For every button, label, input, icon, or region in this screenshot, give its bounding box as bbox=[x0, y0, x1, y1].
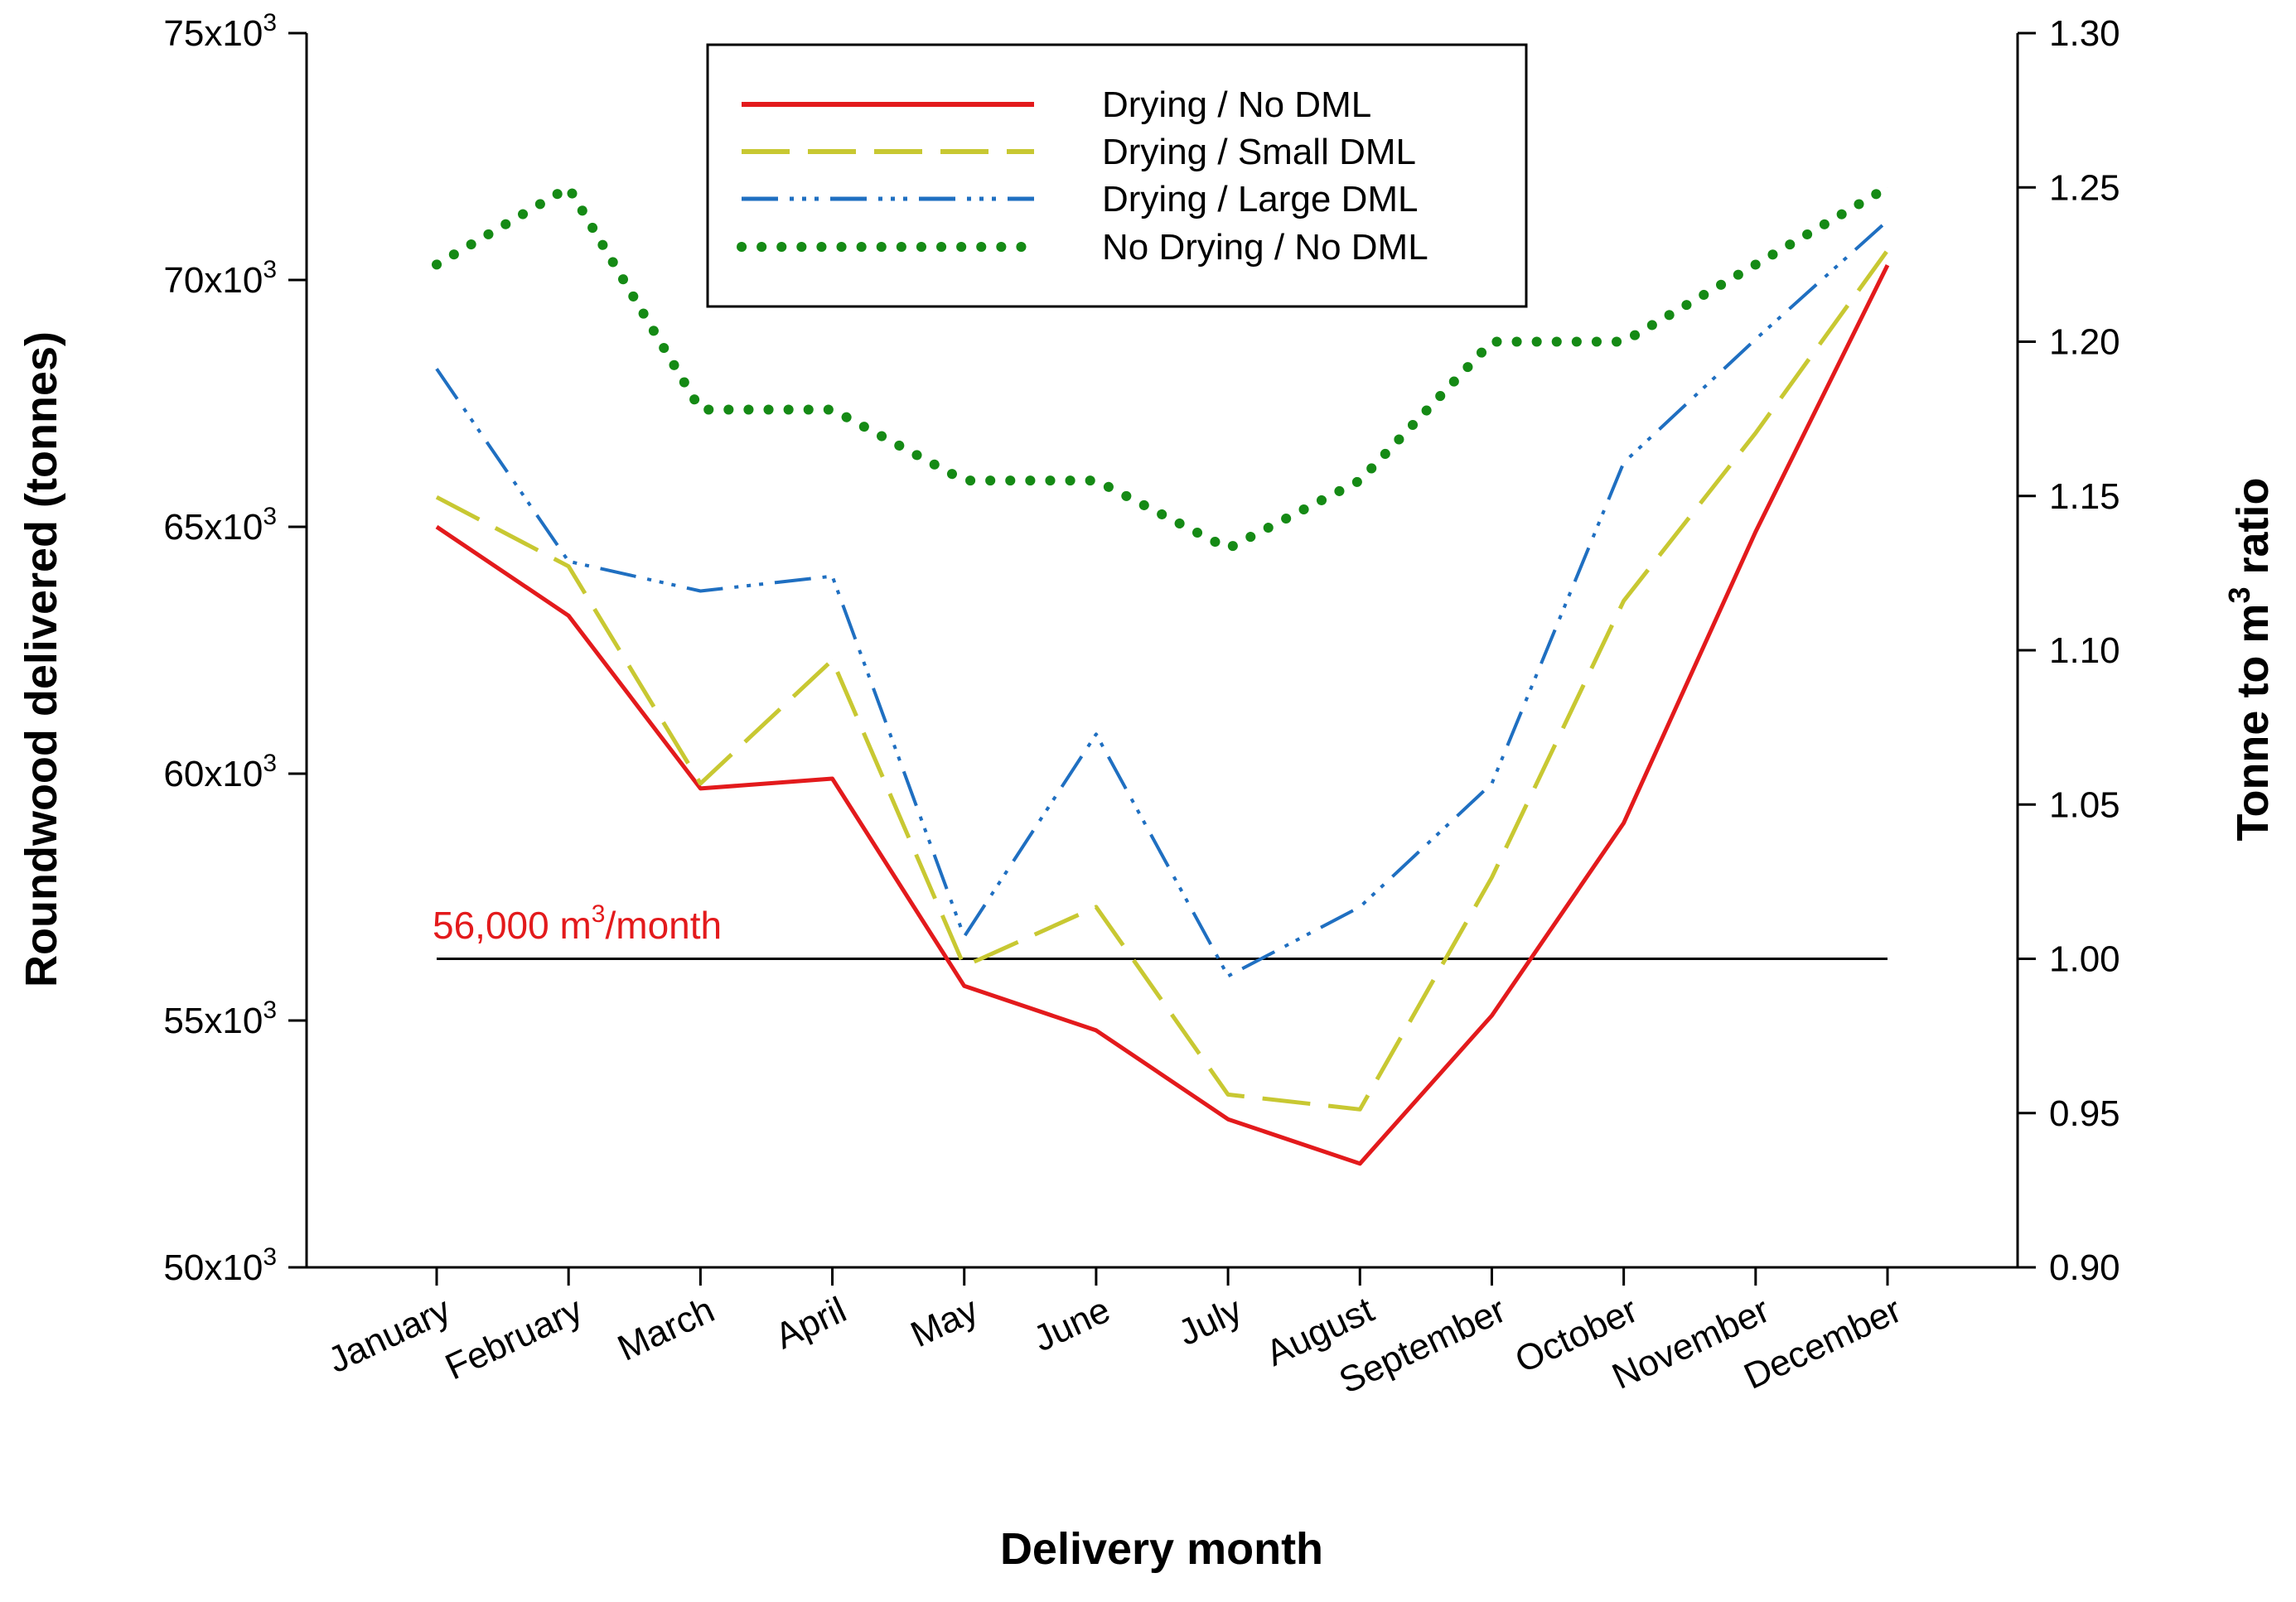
y2-tick-label-4: 1.10 bbox=[2049, 630, 2120, 671]
series-line-drying-small-dml bbox=[435, 249, 1890, 1112]
y-tick-label-4: 55x103 bbox=[163, 996, 277, 1041]
reference-line-annotation: 56,000 m3/month bbox=[433, 900, 722, 947]
series-line-drying-no-dml bbox=[435, 263, 1890, 1166]
y2-tick-label-6: 1.00 bbox=[2049, 939, 2120, 980]
y2-tick-label-5: 1.05 bbox=[2049, 784, 2120, 825]
legend-label-drying-large-dml: Drying / Large DML bbox=[1102, 179, 1418, 220]
y2-axis-title: Tonne to m3 ratio bbox=[2222, 477, 2278, 841]
y-tick-label-1: 70x103 bbox=[163, 256, 277, 301]
y-axis-title: Roundwood delivered (tonnes) bbox=[17, 331, 66, 987]
x-tick-label-april: April bbox=[769, 1290, 852, 1358]
legend: Drying / No DML Drying / Small DML Dryin… bbox=[706, 43, 1528, 308]
series-line-drying-large-dml bbox=[435, 220, 1889, 978]
x-tick-label-june: June bbox=[1027, 1290, 1116, 1360]
legend-label-drying-small-dml: Drying / Small DML bbox=[1102, 132, 1416, 172]
legend-box bbox=[706, 43, 1528, 308]
y2-tick-label-0: 1.30 bbox=[2049, 13, 2120, 54]
legend-label-no-drying-no-dml: No Drying / No DML bbox=[1102, 227, 1428, 268]
series-line-no-drying-no-dml bbox=[432, 182, 1892, 554]
legend-label-drying-no-dml: Drying / No DML bbox=[1102, 84, 1371, 125]
y-tick-label-2: 65x103 bbox=[163, 503, 277, 548]
x-tick-label-february: February bbox=[439, 1290, 588, 1388]
x-tick-label-may: May bbox=[905, 1290, 984, 1356]
y2-tick-label-8: 0.90 bbox=[2049, 1247, 2120, 1288]
y2-tick-label-1: 1.25 bbox=[2049, 167, 2120, 208]
y2-tick-label-7: 0.95 bbox=[2049, 1093, 2120, 1134]
x-tick-label-january: January bbox=[322, 1290, 457, 1382]
y2-tick-label-2: 1.20 bbox=[2049, 322, 2120, 363]
x-tick-label-july: July bbox=[1172, 1290, 1249, 1353]
x-axis-title: Delivery month bbox=[1000, 1524, 1323, 1574]
y-tick-label-0: 75x103 bbox=[163, 9, 277, 54]
y-tick-label-3: 60x103 bbox=[163, 750, 277, 794]
y-tick-label-5: 50x103 bbox=[163, 1243, 277, 1288]
series-layer bbox=[432, 182, 1892, 1166]
x-tick-label-march: March bbox=[611, 1290, 721, 1369]
y2-tick-label-3: 1.15 bbox=[2049, 476, 2120, 517]
